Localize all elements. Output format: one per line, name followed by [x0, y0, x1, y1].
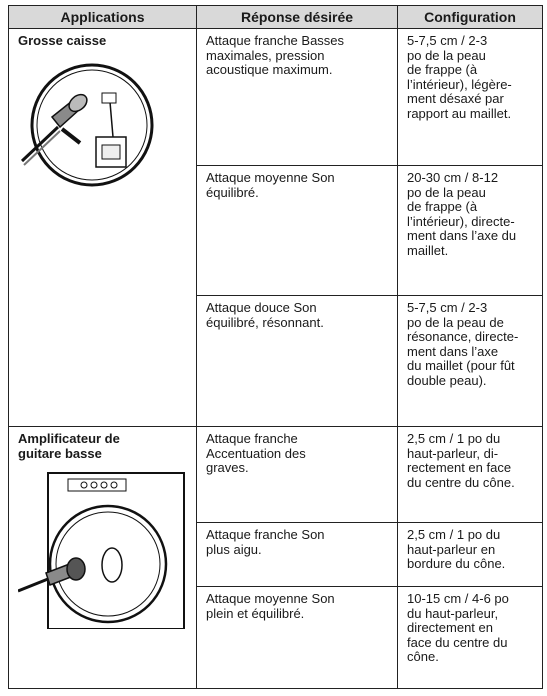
configuration-line: face du centre du — [407, 634, 508, 650]
application-line: Grosse caisse — [18, 33, 107, 48]
configuration-line: du centre du cône. — [407, 474, 515, 490]
response-cell: Attaque franche Accentuation des graves. — [196, 426, 398, 523]
response-line: maximales, pression — [206, 47, 325, 63]
response-line: graves. — [206, 460, 249, 476]
configuration-line: 2,5 cm / 1 po du — [407, 431, 501, 446]
header-row: Applications Réponse désirée Configuration — [8, 5, 543, 29]
table-wrap: Applications Réponse désirée Configuration… — [8, 5, 543, 689]
response-cell: Attaque franche Son plus aigu. — [196, 522, 398, 587]
configuration-line: 5-7,5 cm / 2-3 — [407, 33, 488, 48]
header-cell: Applications — [8, 5, 197, 29]
configuration-cell: 2,5 cm / 1 po du haut-parleur, di-recteme… — [397, 426, 543, 523]
application-cell: Grosse caisse — [8, 28, 197, 427]
configuration-line: 20-30 cm / 8-12 — [407, 170, 499, 185]
configuration-line: rectement en face — [407, 460, 512, 476]
configuration-cell: 2,5 cm / 1 po du haut-parleur en bordure d… — [397, 522, 543, 587]
response-line: plein et équilibré. — [206, 605, 305, 621]
configuration-cell: 5-7,5 cm / 2-3 po de la peau de résonance,… — [397, 295, 543, 427]
table-row: Attaque moyenne Son plein et équilibré. 10… — [9, 586, 543, 689]
header-cell: Réponse désirée — [196, 5, 398, 29]
configuration-line: l’intérieur), directe- — [407, 213, 515, 229]
configuration-line: ment désaxé par — [407, 91, 504, 107]
configuration-line: 10-15 cm / 4-6 po — [407, 591, 509, 606]
configuration-line: résonance, directe- — [407, 329, 519, 345]
configuration-cell: 10-15 cm / 4-6 po du haut-parleur, directe… — [397, 586, 543, 689]
configuration-line: du maillet (pour fût — [407, 358, 515, 374]
configuration-line: directement en — [407, 620, 493, 636]
table-header: Applications Réponse désirée Configuration — [8, 5, 543, 29]
response-line: équilibré, résonnant. — [206, 314, 324, 330]
response-line: Attaque moyenne Son — [206, 591, 335, 606]
response-line: Attaque douce Son — [206, 300, 317, 315]
table: Applications Réponse désirée Configuration… — [8, 5, 543, 689]
table-row: Attaque franche Son plus aigu. 2,5 cm / 1 … — [9, 522, 543, 587]
application-line: guitare basse — [18, 445, 102, 461]
configuration-line: cône. — [407, 649, 439, 665]
table-body: Grosse caisse Attaque franche Basses maxi… — [8, 28, 543, 689]
configuration-line: de frappe (à — [407, 199, 478, 215]
response-line: Attaque franche — [206, 431, 298, 446]
response-line: plus aigu. — [206, 541, 262, 557]
table-row: Amplificateur de guitare basse Attaque fr… — [8, 426, 543, 689]
table-row: Attaque douce Son équilibré, résonnant. 5-… — [9, 295, 543, 427]
configuration-cell: 5-7,5 cm / 2-3 po de la peau de frappe (à l… — [397, 28, 543, 166]
configuration-line: 5-7,5 cm / 2-3 — [407, 300, 488, 315]
application-cell: Amplificateur de guitare basse — [8, 426, 197, 689]
configuration-line: double peau). — [407, 372, 487, 388]
configuration-line: 2,5 cm / 1 po du — [407, 527, 501, 542]
response-line: Attaque franche Son — [206, 527, 325, 542]
response-line: acoustique maximum. — [206, 62, 333, 78]
response-line: Attaque moyenne Son — [206, 170, 335, 185]
table-row: Grosse caisse Attaque franche Basses maxi… — [8, 28, 543, 427]
configuration-cell: 20-30 cm / 8-12 po de la peau de frappe (à… — [397, 165, 543, 296]
response-cell: Attaque moyenne Son équilibré. — [196, 165, 398, 296]
table-row: Attaque moyenne Son équilibré. 20-30 cm / … — [9, 165, 543, 296]
configuration-line: po de la peau — [407, 184, 486, 200]
configuration-line: de frappe (à — [407, 62, 478, 78]
configuration-line: l’intérieur), légère- — [407, 76, 512, 92]
configuration-line: du haut-parleur, — [407, 605, 499, 621]
response-cell: Attaque moyenne Son plein et équilibré. — [196, 586, 398, 689]
configuration-line: po de la peau de — [407, 314, 504, 330]
response-line: équilibré. — [206, 184, 259, 200]
configuration-line: bordure du cône. — [407, 556, 506, 572]
application-line: Amplificateur de — [18, 431, 120, 446]
amp-illustration — [18, 472, 185, 630]
configuration-line: ment dans l’axe — [407, 343, 499, 359]
configuration-line: rapport au maillet. — [407, 105, 512, 121]
response-line: Accentuation des — [206, 445, 306, 461]
response-cell: Attaque franche Basses maximales, pressio… — [196, 28, 398, 166]
configuration-line: haut-parleur, di- — [407, 445, 499, 461]
configuration-line: maillet. — [407, 242, 449, 258]
header-cell: Configuration — [397, 5, 543, 29]
response-line: Attaque franche Basses — [206, 33, 345, 48]
response-cell: Attaque douce Son équilibré, résonnant. — [196, 295, 398, 427]
configuration-line: ment dans l’axe du — [407, 228, 517, 244]
drum-illustration — [20, 63, 154, 187]
configuration-line: haut-parleur en — [407, 541, 496, 557]
configuration-line: po de la peau — [407, 47, 486, 63]
